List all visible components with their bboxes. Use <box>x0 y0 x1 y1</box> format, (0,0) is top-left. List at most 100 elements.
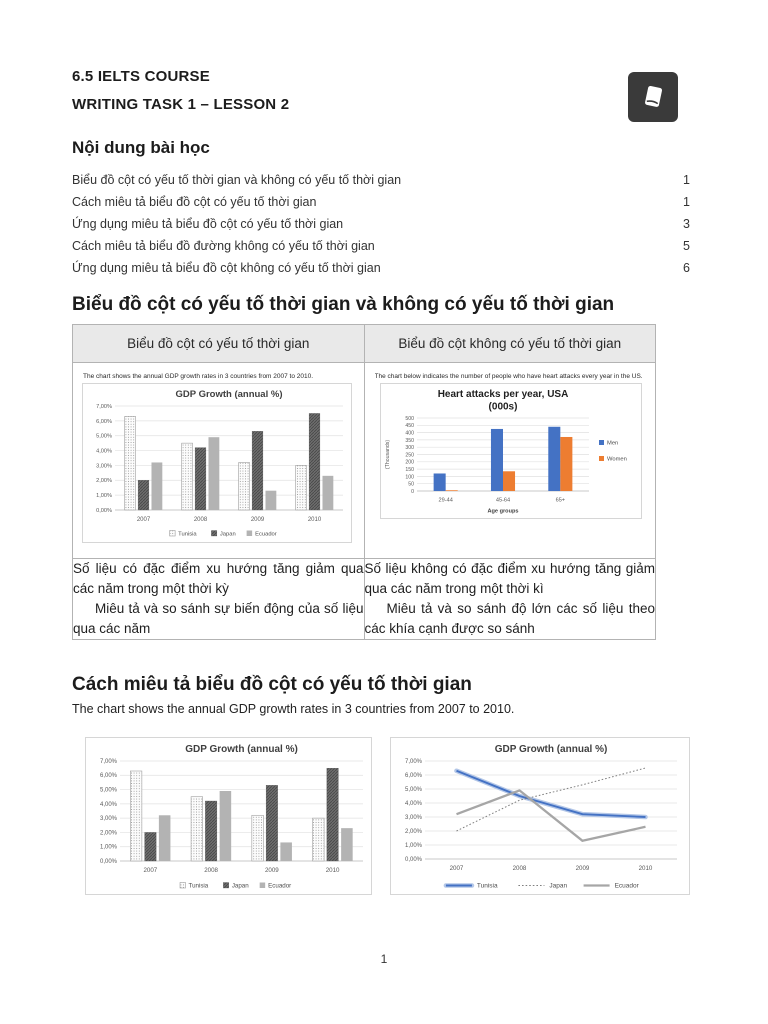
svg-text:4,00%: 4,00% <box>96 448 112 454</box>
svg-text:0,00%: 0,00% <box>405 857 423 863</box>
heart-chart-caption: The chart below indicates the number of … <box>374 373 643 380</box>
gdp-grouped-bar-chart: 0,00% 1,00% 2,00% 3,00% 4,00% 5,00% 6,00% 7,00%… <box>82 383 352 543</box>
svg-text:400: 400 <box>405 431 414 437</box>
svg-text:Japan: Japan <box>232 882 249 889</box>
svg-text:6,00%: 6,00% <box>405 773 423 779</box>
toc-item-page: 1 <box>683 195 690 209</box>
toc-item-page: 3 <box>683 217 690 231</box>
svg-text:2,00%: 2,00% <box>100 830 118 836</box>
book-icon <box>628 72 678 122</box>
svg-text:1,00%: 1,00% <box>405 843 423 849</box>
section-1-heading: Biểu đồ cột có yếu tố thời gian và không… <box>72 294 615 315</box>
svg-text:3,00%: 3,00% <box>405 815 423 821</box>
svg-text:2008: 2008 <box>513 865 527 872</box>
svg-text:Ecuador: Ecuador <box>255 531 277 537</box>
svg-text:GDP Growth (annual %): GDP Growth (annual %) <box>185 744 298 755</box>
svg-text:2007: 2007 <box>143 867 157 874</box>
toc-item: Cách miêu tả biểu đồ cột có yếu tố thời … <box>72 191 690 213</box>
svg-text:7,00%: 7,00% <box>405 759 423 765</box>
heart-attacks-bar-chart: 0 50 100 150 200 250 300 350 400 450 500 Heart atta… <box>379 383 642 519</box>
svg-text:50: 50 <box>408 482 414 488</box>
svg-text:150: 150 <box>405 467 414 473</box>
svg-text:GDP Growth (annual %): GDP Growth (annual %) <box>495 744 608 755</box>
svg-text:(Thousands): (Thousands) <box>385 440 391 469</box>
svg-text:2010: 2010 <box>308 517 322 523</box>
svg-text:Heart attacks per year, USA: Heart attacks per year, USA <box>437 389 568 400</box>
svg-text:Men: Men <box>607 441 618 447</box>
svg-text:Age groups: Age groups <box>487 509 518 515</box>
table-cell-text-left: Số liệu có đặc điểm xu hướng tăng giảm q… <box>72 558 365 640</box>
right-point-1: Số liệu không có đặc điểm xu hướng tăng … <box>364 561 656 596</box>
svg-text:4,00%: 4,00% <box>405 801 423 807</box>
svg-text:450: 450 <box>405 423 414 429</box>
svg-text:2007: 2007 <box>137 517 151 523</box>
svg-text:1,00%: 1,00% <box>100 845 118 851</box>
section-2-heading: Cách miêu tả biểu đồ cột có yếu tố thời … <box>72 674 472 695</box>
course-title: 6.5 IELTS COURSE <box>72 68 210 85</box>
right-point-2: Miêu tả và so sánh độ lớn các số liệu th… <box>364 600 656 636</box>
svg-text:Tunisia: Tunisia <box>189 882 209 889</box>
gdp-grouped-bar-chart-large: 0,00% 1,00% 2,00% 3,00% 4,00% 5,00% 6,00% 7,00%… <box>85 737 372 895</box>
svg-text:Tunisia: Tunisia <box>178 531 197 537</box>
svg-text:100: 100 <box>405 474 414 480</box>
svg-text:500: 500 <box>405 416 414 422</box>
gdp-chart-caption: The chart shows the annual GDP growth ra… <box>83 373 314 380</box>
svg-text:2009: 2009 <box>576 865 590 872</box>
left-point-1: Số liệu có đặc điểm xu hướng tăng giảm q… <box>73 561 364 596</box>
lesson-title: WRITING TASK 1 – LESSON 2 <box>72 96 290 113</box>
toc-item-page: 6 <box>683 261 690 275</box>
toc-item-label: Ứng dụng miêu tả biểu đồ cột có yếu tố t… <box>72 217 344 231</box>
toc-item-label: Biểu đồ cột có yếu tố thời gian và không… <box>72 173 402 187</box>
toc-item: Ứng dụng miêu tả biểu đồ cột có yếu tố t… <box>72 213 690 235</box>
svg-text:2,00%: 2,00% <box>96 478 112 484</box>
svg-text:45-64: 45-64 <box>495 498 509 504</box>
svg-text:(000s): (000s) <box>488 402 517 413</box>
comparison-table: Biểu đồ cột có yếu tố thời gian Biểu đồ … <box>72 324 656 640</box>
toc-item-label: Cách miêu tả biểu đồ đường không có yếu … <box>72 239 375 253</box>
svg-text:1,00%: 1,00% <box>96 493 112 499</box>
svg-text:2009: 2009 <box>251 517 265 523</box>
svg-text:5,00%: 5,00% <box>100 787 118 793</box>
table-cell-text-right: Số liệu không có đặc điểm xu hướng tăng … <box>363 558 656 640</box>
toc-item-label: Cách miêu tả biểu đồ cột có yếu tố thời … <box>72 195 317 209</box>
table-chart-row: The chart shows the annual GDP growth ra… <box>72 362 656 559</box>
page-number: 1 <box>380 952 388 966</box>
left-point-2: Miêu tả và so sánh sự biến động của số l… <box>73 600 364 636</box>
svg-text:Ecuador: Ecuador <box>615 883 640 890</box>
table-header-left: Biểu đồ cột có yếu tố thời gian <box>72 324 365 363</box>
table-text-row: Số liệu có đặc điểm xu hướng tăng giảm q… <box>72 558 656 640</box>
svg-text:6,00%: 6,00% <box>100 773 118 779</box>
section-2-paragraph: The chart shows the annual GDP growth ra… <box>72 702 515 716</box>
svg-text:350: 350 <box>405 438 414 444</box>
table-cell-chart-left: The chart shows the annual GDP growth ra… <box>72 362 365 559</box>
toc-item-label: Ứng dụng miêu tả biểu đồ cột không có yế… <box>72 261 381 275</box>
svg-text:Tunisia: Tunisia <box>477 883 498 890</box>
svg-text:Ecuador: Ecuador <box>268 882 291 889</box>
svg-text:6,00%: 6,00% <box>96 419 112 425</box>
svg-text:29-44: 29-44 <box>438 498 452 504</box>
svg-text:GDP Growth (annual %): GDP Growth (annual %) <box>176 389 283 400</box>
toc-item: Ứng dụng miêu tả biểu đồ cột không có yế… <box>72 257 690 279</box>
toc-item-page: 1 <box>683 173 690 187</box>
svg-text:300: 300 <box>405 445 414 451</box>
toc-title: Nội dung bài học <box>72 138 210 157</box>
table-header-row: Biểu đồ cột có yếu tố thời gian Biểu đồ … <box>72 324 656 363</box>
svg-text:65+: 65+ <box>555 498 565 504</box>
table-cell-chart-right: The chart below indicates the number of … <box>363 362 656 559</box>
svg-text:0: 0 <box>411 489 414 495</box>
svg-text:200: 200 <box>405 460 414 466</box>
table-of-contents: Biểu đồ cột có yếu tố thời gian và không… <box>72 169 690 279</box>
table-header-right: Biểu đồ cột không có yếu tố thời gian <box>363 324 656 363</box>
svg-text:0,00%: 0,00% <box>96 508 112 514</box>
toc-item-page: 5 <box>683 239 690 253</box>
svg-text:250: 250 <box>405 452 414 458</box>
svg-text:2008: 2008 <box>204 867 218 874</box>
toc-item: Biểu đồ cột có yếu tố thời gian và không… <box>72 169 690 191</box>
svg-text:2010: 2010 <box>639 865 653 872</box>
svg-text:2009: 2009 <box>265 867 279 874</box>
svg-text:2008: 2008 <box>194 517 208 523</box>
svg-text:Women: Women <box>607 457 627 463</box>
svg-text:2010: 2010 <box>326 867 340 874</box>
svg-text:Japan: Japan <box>220 531 236 537</box>
svg-text:7,00%: 7,00% <box>96 404 112 410</box>
